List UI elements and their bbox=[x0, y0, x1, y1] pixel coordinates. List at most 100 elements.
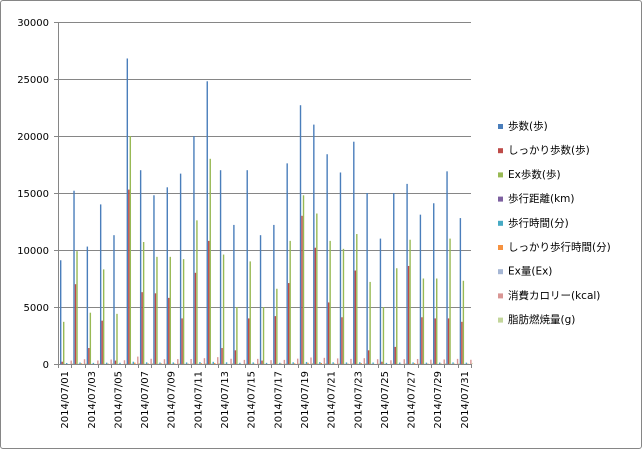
x-tick-label: 2014/07/07 bbox=[140, 371, 151, 429]
legend-swatch-7 bbox=[498, 269, 503, 274]
bar-3-5 bbox=[116, 314, 117, 364]
legend-swatch-9 bbox=[498, 318, 503, 323]
bar-6-27 bbox=[414, 363, 415, 364]
bar-3-22 bbox=[343, 249, 344, 364]
bar-6-19 bbox=[307, 363, 308, 364]
bar-8-6 bbox=[137, 357, 138, 364]
bar-3-25 bbox=[383, 307, 384, 364]
bar-2-5 bbox=[115, 361, 116, 364]
bar-3-31 bbox=[463, 281, 464, 364]
bar-9-2 bbox=[85, 363, 86, 364]
bar-9-5 bbox=[125, 363, 126, 364]
bar-2-21 bbox=[328, 302, 329, 364]
bar-3-15 bbox=[250, 261, 251, 364]
bar-6-18 bbox=[294, 363, 295, 364]
bar-2-25 bbox=[381, 362, 382, 364]
bar-1-28 bbox=[420, 215, 421, 364]
bar-2-30 bbox=[448, 318, 449, 364]
bar-1-29 bbox=[433, 203, 434, 364]
bar-2-31 bbox=[461, 322, 462, 364]
legend-swatch-6 bbox=[498, 245, 503, 250]
bar-1-22 bbox=[340, 172, 341, 364]
bar-1-23 bbox=[353, 142, 354, 364]
bar-5-22 bbox=[346, 362, 347, 364]
x-tick-label: 2014/07/15 bbox=[247, 371, 258, 429]
bar-5-12 bbox=[213, 362, 214, 364]
y-tick-label: 20000 bbox=[17, 132, 49, 143]
legend-label-8: 消費カロリー(kcal) bbox=[508, 289, 600, 302]
bar-2-24 bbox=[368, 350, 369, 364]
bar-3-12 bbox=[210, 159, 211, 364]
legend-label-4: 歩行距離(km) bbox=[508, 192, 575, 205]
bar-9-22 bbox=[352, 363, 353, 364]
bar-8-22 bbox=[350, 359, 351, 364]
bar-8-12 bbox=[217, 357, 218, 364]
bar-2-20 bbox=[315, 248, 316, 364]
bar-3-19 bbox=[303, 195, 304, 364]
bar-9-20 bbox=[325, 363, 326, 364]
bar-2-7 bbox=[141, 292, 142, 364]
bar-3-28 bbox=[423, 279, 424, 365]
bar-3-24 bbox=[369, 282, 370, 364]
bar-9-7 bbox=[152, 363, 153, 364]
bar-3-6 bbox=[130, 136, 131, 364]
bar-9-28 bbox=[432, 363, 433, 364]
bar-8-14 bbox=[244, 360, 245, 364]
x-tick-label: 2014/07/21 bbox=[327, 371, 338, 429]
bar-5-24 bbox=[372, 363, 373, 364]
bar-6-21 bbox=[334, 363, 335, 364]
bar-2-15 bbox=[248, 318, 249, 364]
bar-6-9 bbox=[174, 363, 175, 364]
bar-2-4 bbox=[101, 321, 102, 364]
bar-9-16 bbox=[272, 363, 273, 364]
bar-3-17 bbox=[276, 289, 277, 364]
bar-5-25 bbox=[386, 363, 387, 364]
bar-1-24 bbox=[366, 193, 367, 364]
bar-1-6 bbox=[127, 58, 128, 364]
bar-9-29 bbox=[445, 363, 446, 364]
bar-8-30 bbox=[457, 359, 458, 364]
y-tick-label: 30000 bbox=[17, 18, 49, 29]
bar-9-14 bbox=[245, 363, 246, 364]
bar-5-9 bbox=[173, 362, 174, 364]
bar-8-27 bbox=[417, 359, 418, 364]
bar-2-13 bbox=[221, 348, 222, 364]
bar-8-17 bbox=[284, 360, 285, 364]
bar-3-21 bbox=[329, 241, 330, 364]
bar-8-16 bbox=[270, 360, 271, 364]
bar-6-20 bbox=[321, 363, 322, 364]
bar-5-14 bbox=[239, 363, 240, 364]
legend-label-3: Ex歩数(歩) bbox=[508, 168, 561, 181]
bar-9-15 bbox=[259, 363, 260, 364]
bar-3-27 bbox=[409, 240, 410, 364]
legend: 歩数(歩)しっかり歩数(歩)Ex歩数(歩)歩行距離(km)歩行時間(分)しっかり… bbox=[498, 120, 611, 327]
bar-6-8 bbox=[161, 363, 162, 364]
x-tick-label: 2014/07/27 bbox=[407, 371, 418, 429]
bar-8-1 bbox=[71, 361, 72, 364]
bar-2-16 bbox=[261, 361, 262, 364]
bar-6-2 bbox=[81, 363, 82, 364]
bar-9-26 bbox=[405, 363, 406, 364]
bar-3-8 bbox=[156, 257, 157, 364]
bar-9-19 bbox=[312, 363, 313, 364]
x-tick-label: 2014/07/03 bbox=[87, 371, 98, 429]
bar-8-3 bbox=[97, 360, 98, 364]
bar-5-19 bbox=[306, 362, 307, 364]
bar-1-7 bbox=[140, 170, 141, 364]
legend-swatch-8 bbox=[498, 293, 503, 298]
bar-8-9 bbox=[177, 359, 178, 364]
legend-label-7: Ex量(Ex) bbox=[508, 266, 552, 278]
legend-label-1: 歩数(歩) bbox=[508, 120, 548, 133]
x-tick-label: 2014/07/01 bbox=[60, 371, 71, 429]
bar-6-12 bbox=[214, 363, 215, 364]
bar-8-23 bbox=[364, 358, 365, 364]
bar-1-30 bbox=[446, 171, 447, 364]
bar-1-21 bbox=[326, 154, 327, 364]
bar-2-11 bbox=[195, 273, 196, 364]
bar-3-26 bbox=[396, 268, 397, 364]
bar-9-13 bbox=[232, 363, 233, 364]
x-tick-label: 2014/07/09 bbox=[167, 371, 178, 429]
y-tick-label: 10000 bbox=[17, 246, 49, 257]
bar-2-28 bbox=[421, 317, 422, 364]
